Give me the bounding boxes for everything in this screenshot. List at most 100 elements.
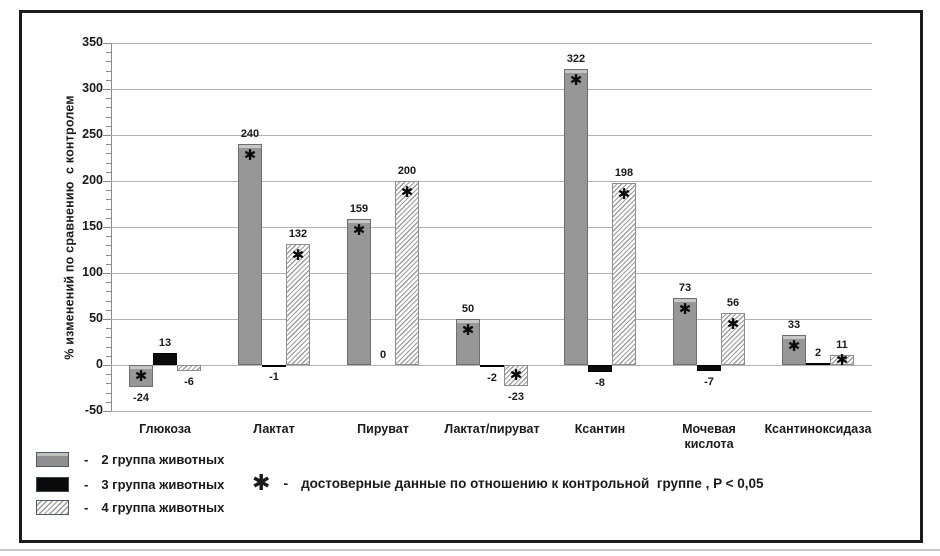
y-tick-label: 100	[82, 265, 103, 279]
bar-value-label: -8	[595, 377, 605, 389]
gridline	[111, 319, 872, 320]
bar-hatched	[721, 313, 745, 365]
y-tick-major	[103, 227, 111, 228]
bar-value-label: -7	[704, 376, 714, 388]
bar-solid-gray	[673, 298, 697, 365]
legend-swatch-black	[36, 477, 69, 492]
y-tick-minor	[106, 402, 111, 403]
gridline	[111, 43, 872, 44]
significance-asterisk: ✱	[569, 72, 583, 89]
y-tick-minor	[106, 107, 111, 108]
y-tick-minor	[106, 190, 111, 191]
gridline	[111, 89, 872, 90]
significance-asterisk: ✱	[134, 368, 148, 385]
bar-solid-black	[153, 353, 177, 365]
y-tick-minor	[106, 383, 111, 384]
bar-solid-gray	[347, 219, 371, 365]
legend-item-group4: - 4 группа животных	[36, 499, 224, 516]
significance-asterisk: ✱	[461, 322, 475, 339]
y-tick-minor	[106, 393, 111, 394]
gridline	[111, 227, 872, 228]
bar-hatched	[504, 365, 528, 386]
bar-solid-gray	[456, 319, 480, 365]
gridline	[111, 273, 872, 274]
y-tick-minor	[106, 347, 111, 348]
y-tick-minor	[106, 282, 111, 283]
legend-item-group2: - 2 группа животных	[36, 451, 224, 468]
significance-asterisk: ✱	[509, 367, 523, 384]
y-tick-minor	[106, 291, 111, 292]
y-tick-minor	[106, 328, 111, 329]
legend-swatch-gray	[36, 452, 69, 467]
y-tick-minor	[106, 126, 111, 127]
y-tick-minor	[106, 264, 111, 265]
bottom-divider	[0, 549, 940, 551]
significance-asterisk: ✱	[400, 184, 414, 201]
bar-value-label: -1	[269, 371, 279, 383]
category-label: Мочевая кислота	[682, 422, 736, 451]
y-tick-minor	[106, 236, 111, 237]
bar-value-label: 11	[836, 339, 848, 351]
legend-dash: -	[84, 500, 89, 515]
bar-solid-black	[262, 365, 286, 367]
significance-asterisk: ✱	[726, 316, 740, 333]
bar-value-label: 2	[814, 347, 822, 359]
bar-hatched	[830, 355, 854, 365]
bar-value-label: 33	[787, 319, 801, 331]
y-tick-label: 350	[82, 35, 103, 49]
bar-value-label: 13	[158, 337, 172, 349]
y-tick-minor	[106, 337, 111, 338]
significance-asterisk: ✱	[617, 186, 631, 203]
significance-asterisk: ✱	[835, 352, 849, 369]
y-tick-minor	[106, 144, 111, 145]
bar-value-label: -6	[184, 376, 194, 388]
legend-item-group3: - 3 группа животных	[36, 476, 224, 493]
y-tick-minor	[106, 255, 111, 256]
figure-frame	[19, 10, 923, 543]
bar-hatched	[612, 183, 636, 365]
y-tick-label: 200	[82, 173, 103, 187]
y-tick-major	[103, 411, 111, 412]
legend-dash: -	[84, 477, 89, 492]
bar-value-label: -24	[133, 392, 149, 404]
bar-value-label: 56	[726, 297, 740, 309]
y-tick-minor	[106, 218, 111, 219]
y-tick-minor	[106, 98, 111, 99]
significance-asterisk: ✱	[352, 222, 366, 239]
y-tick-minor	[106, 356, 111, 357]
y-tick-minor	[106, 71, 111, 72]
bar-solid-gray	[238, 144, 262, 365]
y-tick-label: 150	[82, 219, 103, 233]
bar-solid-black	[480, 365, 504, 367]
y-tick-major	[103, 89, 111, 90]
bar-solid-black	[588, 365, 612, 372]
y-tick-label: 300	[82, 81, 103, 95]
y-tick-minor	[106, 301, 111, 302]
bar-value-label: 322	[566, 53, 586, 65]
y-tick-label: -50	[84, 403, 103, 417]
y-tick-major	[103, 135, 111, 136]
significance-note: ✱ - достоверные данные по отношению к ко…	[252, 472, 764, 494]
bar-value-label: 159	[349, 203, 369, 215]
y-tick-major	[103, 365, 111, 366]
y-tick-major	[103, 43, 111, 44]
legend-dash: -	[84, 452, 89, 467]
y-tick-minor	[106, 52, 111, 53]
bar-hatched	[395, 181, 419, 365]
y-tick-minor	[106, 245, 111, 246]
y-tick-minor	[106, 310, 111, 311]
note-dash: -	[283, 475, 289, 491]
gridline	[111, 411, 872, 412]
bar-solid-gray	[564, 69, 588, 365]
legend-label-group3: 3 группа животных	[101, 477, 225, 492]
bar-value-label: 0	[379, 349, 387, 361]
significance-asterisk: ✱	[678, 301, 692, 318]
category-label: Лактат	[253, 422, 295, 436]
category-label: Глюкоза	[139, 422, 191, 436]
y-tick-minor	[106, 80, 111, 81]
y-tick-major	[103, 319, 111, 320]
significance-asterisk: ✱	[787, 338, 801, 355]
bar-value-label: -23	[508, 391, 524, 403]
legend-swatch-hatched	[36, 500, 69, 515]
